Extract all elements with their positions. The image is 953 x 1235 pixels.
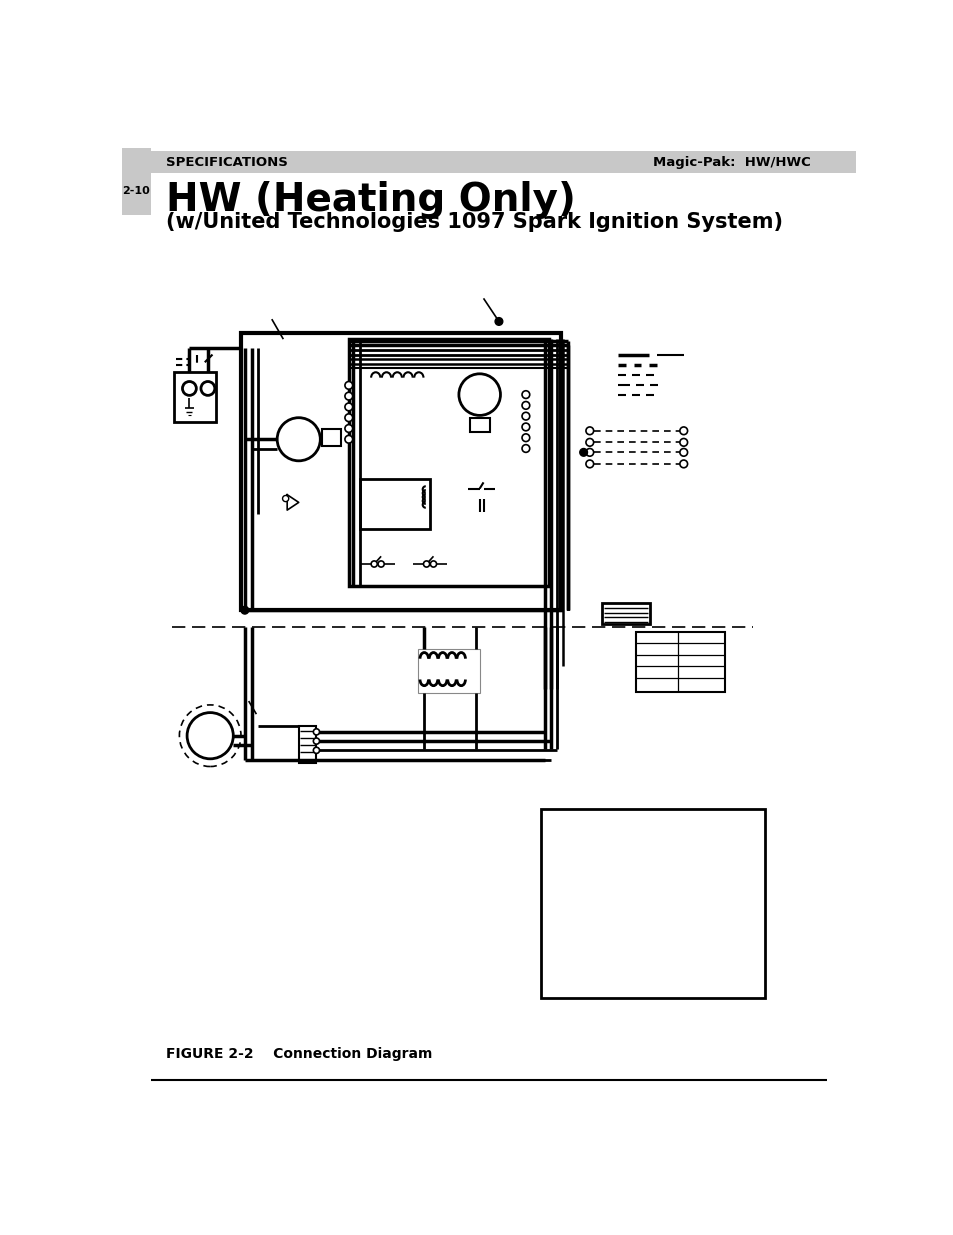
Circle shape <box>521 424 529 431</box>
Bar <box>360 479 429 530</box>
Bar <box>636 632 723 692</box>
Circle shape <box>495 317 502 325</box>
Bar <box>540 809 763 998</box>
Circle shape <box>679 438 687 446</box>
Circle shape <box>585 427 593 435</box>
Circle shape <box>585 438 593 446</box>
Circle shape <box>345 393 353 400</box>
Circle shape <box>458 374 500 415</box>
Circle shape <box>345 382 353 389</box>
Bar <box>321 430 341 446</box>
Circle shape <box>241 606 249 614</box>
Circle shape <box>521 390 529 399</box>
Circle shape <box>521 412 529 420</box>
Bar <box>417 648 479 693</box>
Circle shape <box>282 495 289 501</box>
Circle shape <box>345 414 353 421</box>
Circle shape <box>182 382 196 395</box>
Bar <box>151 151 856 173</box>
Bar <box>469 417 489 431</box>
Bar <box>298 726 315 763</box>
Circle shape <box>423 561 429 567</box>
Bar <box>601 603 649 624</box>
Circle shape <box>345 425 353 432</box>
Circle shape <box>345 403 353 411</box>
Circle shape <box>585 448 593 456</box>
Circle shape <box>345 436 353 443</box>
Circle shape <box>430 561 436 567</box>
Bar <box>121 148 151 215</box>
Circle shape <box>679 448 687 456</box>
Text: 2-10: 2-10 <box>122 186 150 196</box>
Circle shape <box>313 747 319 753</box>
Circle shape <box>201 382 214 395</box>
Circle shape <box>679 461 687 468</box>
Bar <box>241 333 560 610</box>
Circle shape <box>679 427 687 435</box>
Text: HW (Heating Only): HW (Heating Only) <box>166 180 576 219</box>
Circle shape <box>585 461 593 468</box>
Circle shape <box>187 713 233 758</box>
Circle shape <box>371 561 376 567</box>
Text: (w/United Technologies 1097 Spark Ignition System): (w/United Technologies 1097 Spark Igniti… <box>166 212 782 232</box>
Circle shape <box>521 433 529 442</box>
Circle shape <box>521 445 529 452</box>
Circle shape <box>579 448 587 456</box>
Circle shape <box>521 401 529 409</box>
Text: Magic-Pak:  HW/HWC: Magic-Pak: HW/HWC <box>653 156 810 168</box>
Circle shape <box>313 739 319 745</box>
Text: FIGURE 2-2    Connection Diagram: FIGURE 2-2 Connection Diagram <box>166 1047 433 1061</box>
Text: SPECIFICATIONS: SPECIFICATIONS <box>166 156 288 168</box>
Circle shape <box>313 729 319 735</box>
Circle shape <box>277 417 320 461</box>
Circle shape <box>377 561 384 567</box>
Bar <box>173 372 216 421</box>
Bar <box>349 340 548 585</box>
